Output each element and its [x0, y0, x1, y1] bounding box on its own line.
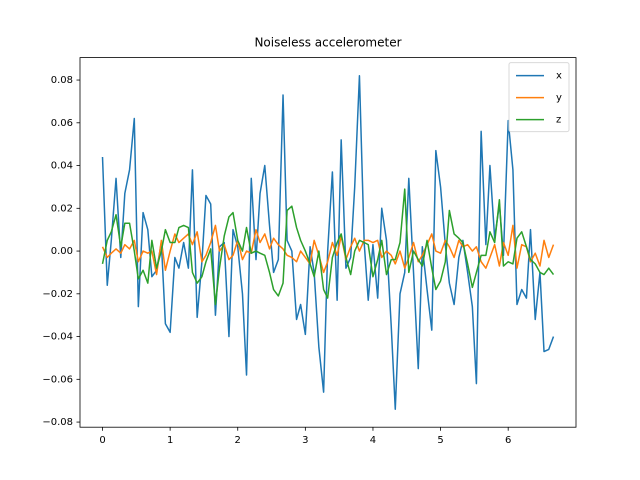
chart-title: Noiseless accelerometer — [254, 36, 401, 50]
x-tick-label: 6 — [505, 435, 511, 446]
series-line — [101, 188, 555, 306]
y-tick-label: 0.08 — [51, 75, 73, 86]
y-tick-label: −0.04 — [42, 332, 73, 343]
x-tick-label: 5 — [437, 435, 443, 446]
x-tick-label: 1 — [167, 435, 173, 446]
y-tick-label: −0.08 — [42, 417, 73, 428]
x-tick-label: 3 — [302, 435, 308, 446]
y-tick-label: 0.06 — [51, 118, 73, 129]
y-tick-label: 0.02 — [51, 203, 73, 214]
y-tick-label: 0.04 — [51, 161, 73, 172]
x-tick-label: 4 — [370, 435, 376, 446]
legend-label: x — [556, 71, 562, 82]
y-tick-label: −0.06 — [42, 374, 73, 385]
axes-frame — [79, 57, 577, 428]
y-tick-label: 0.00 — [51, 246, 73, 257]
x-tick-label: 0 — [99, 435, 105, 446]
y-tick-label: −0.02 — [42, 289, 73, 300]
series-line — [101, 224, 555, 276]
legend-label: z — [556, 115, 561, 126]
legend-label: y — [556, 93, 562, 104]
series-line — [101, 75, 555, 410]
x-tick-label: 2 — [235, 435, 241, 446]
